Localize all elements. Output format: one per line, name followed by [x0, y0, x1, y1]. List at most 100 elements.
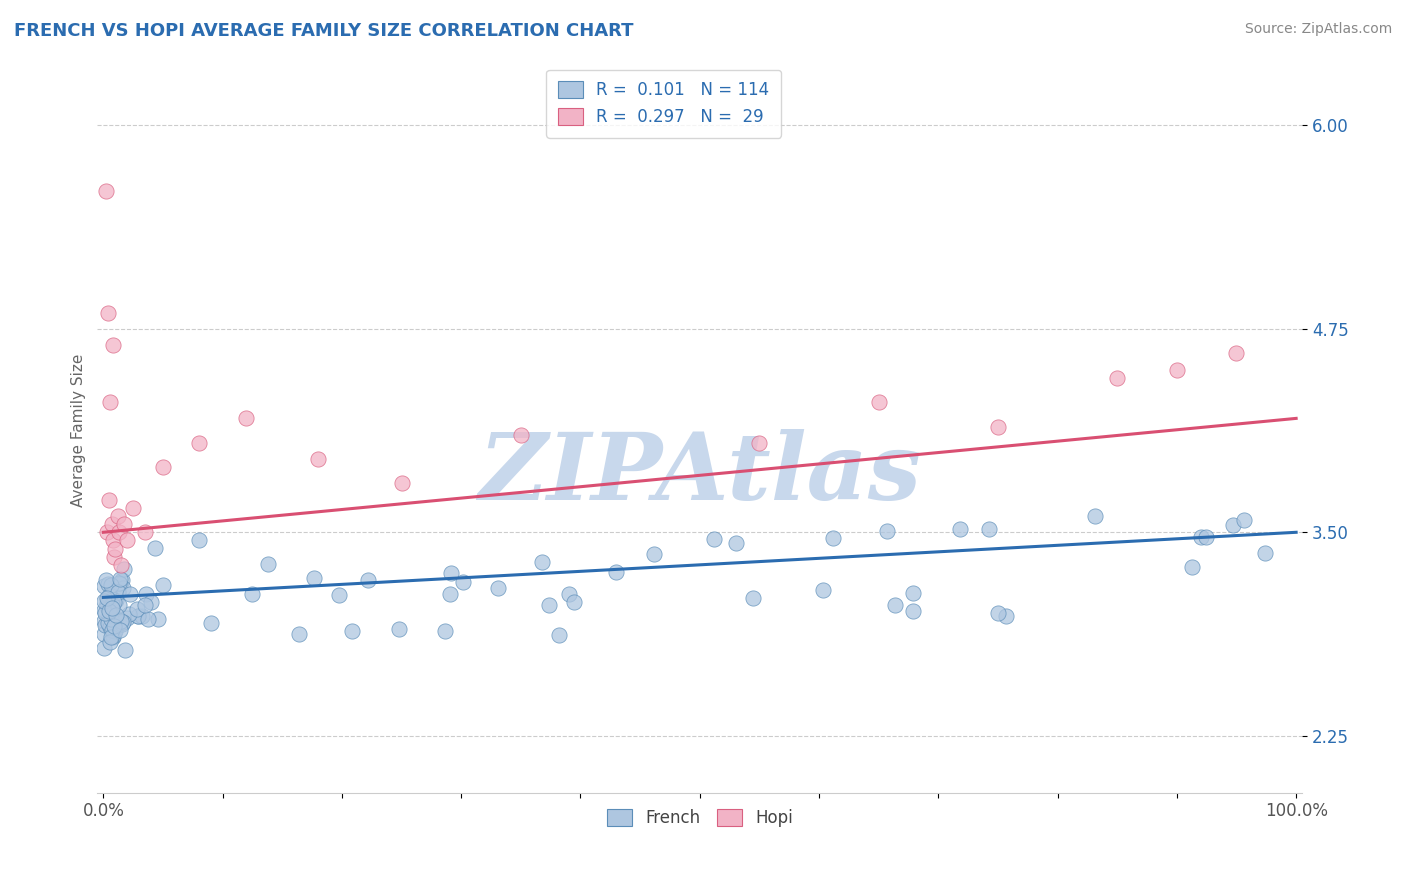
Point — [509, 427, 531, 442]
Point — [110, 558, 132, 572]
Point — [98, 619, 121, 633]
Point — [100, 517, 122, 532]
Point — [105, 607, 128, 622]
Point — [1225, 346, 1247, 360]
Point — [995, 609, 1018, 624]
Point — [127, 609, 149, 624]
Point — [104, 541, 127, 556]
Point — [643, 547, 665, 561]
Point — [605, 565, 627, 579]
Point — [868, 395, 890, 409]
Legend: French, Hopi: French, Hopi — [599, 800, 801, 835]
Point — [98, 492, 121, 507]
Point — [440, 566, 463, 580]
Point — [101, 533, 124, 548]
Point — [93, 614, 115, 628]
Point — [486, 581, 509, 595]
Point — [103, 630, 125, 644]
Point — [107, 508, 129, 523]
Point — [101, 593, 124, 607]
Point — [100, 578, 122, 592]
Point — [103, 629, 125, 643]
Point — [118, 607, 141, 621]
Y-axis label: Average Family Size: Average Family Size — [72, 354, 86, 508]
Point — [97, 305, 120, 319]
Point — [101, 623, 124, 637]
Point — [103, 624, 125, 638]
Point — [108, 576, 131, 591]
Point — [187, 435, 209, 450]
Point — [558, 587, 581, 601]
Point — [111, 615, 134, 629]
Point — [135, 587, 157, 601]
Point — [96, 596, 118, 610]
Point — [96, 525, 118, 540]
Point — [948, 522, 970, 536]
Point — [110, 615, 132, 629]
Point — [127, 609, 149, 624]
Point — [93, 641, 115, 656]
Point — [288, 627, 311, 641]
Point — [257, 557, 280, 571]
Point — [112, 562, 135, 576]
Point — [115, 533, 138, 548]
Point — [96, 573, 118, 587]
Point — [100, 600, 122, 615]
Point — [97, 604, 120, 618]
Point — [122, 500, 145, 515]
Point — [152, 578, 174, 592]
Point — [439, 587, 461, 601]
Point — [748, 435, 770, 450]
Point — [1195, 530, 1218, 544]
Point — [111, 573, 134, 587]
Point — [103, 619, 125, 633]
Point — [987, 606, 1010, 620]
Point — [103, 549, 125, 564]
Point — [108, 623, 131, 637]
Point — [883, 598, 905, 612]
Point — [108, 576, 131, 591]
Point — [112, 581, 135, 595]
Point — [97, 612, 120, 626]
Point — [1166, 362, 1188, 376]
Point — [530, 555, 553, 569]
Point — [328, 588, 350, 602]
Point — [112, 517, 135, 532]
Point — [136, 612, 159, 626]
Point — [977, 522, 1000, 536]
Point — [120, 587, 142, 601]
Point — [100, 608, 122, 623]
Point — [98, 604, 121, 618]
Point — [103, 612, 125, 626]
Point — [101, 591, 124, 606]
Point — [131, 608, 153, 623]
Point — [107, 599, 129, 613]
Point — [741, 591, 763, 605]
Point — [103, 595, 125, 609]
Point — [703, 532, 725, 546]
Point — [342, 624, 364, 638]
Point — [94, 618, 117, 632]
Point — [1084, 508, 1107, 523]
Point — [141, 595, 163, 609]
Point — [388, 623, 411, 637]
Point — [188, 533, 211, 547]
Point — [307, 452, 329, 467]
Point — [813, 582, 835, 597]
Point — [134, 525, 156, 540]
Point — [104, 613, 127, 627]
Point — [105, 593, 128, 607]
Point — [101, 593, 124, 607]
Point — [433, 624, 456, 638]
Point — [98, 634, 121, 648]
Point — [101, 338, 124, 352]
Point — [110, 617, 132, 632]
Point — [143, 541, 166, 556]
Point — [304, 571, 326, 585]
Point — [97, 615, 120, 630]
Point — [100, 612, 122, 626]
Point — [987, 419, 1010, 434]
Point — [101, 607, 124, 622]
Point — [93, 578, 115, 592]
Point — [235, 411, 257, 425]
